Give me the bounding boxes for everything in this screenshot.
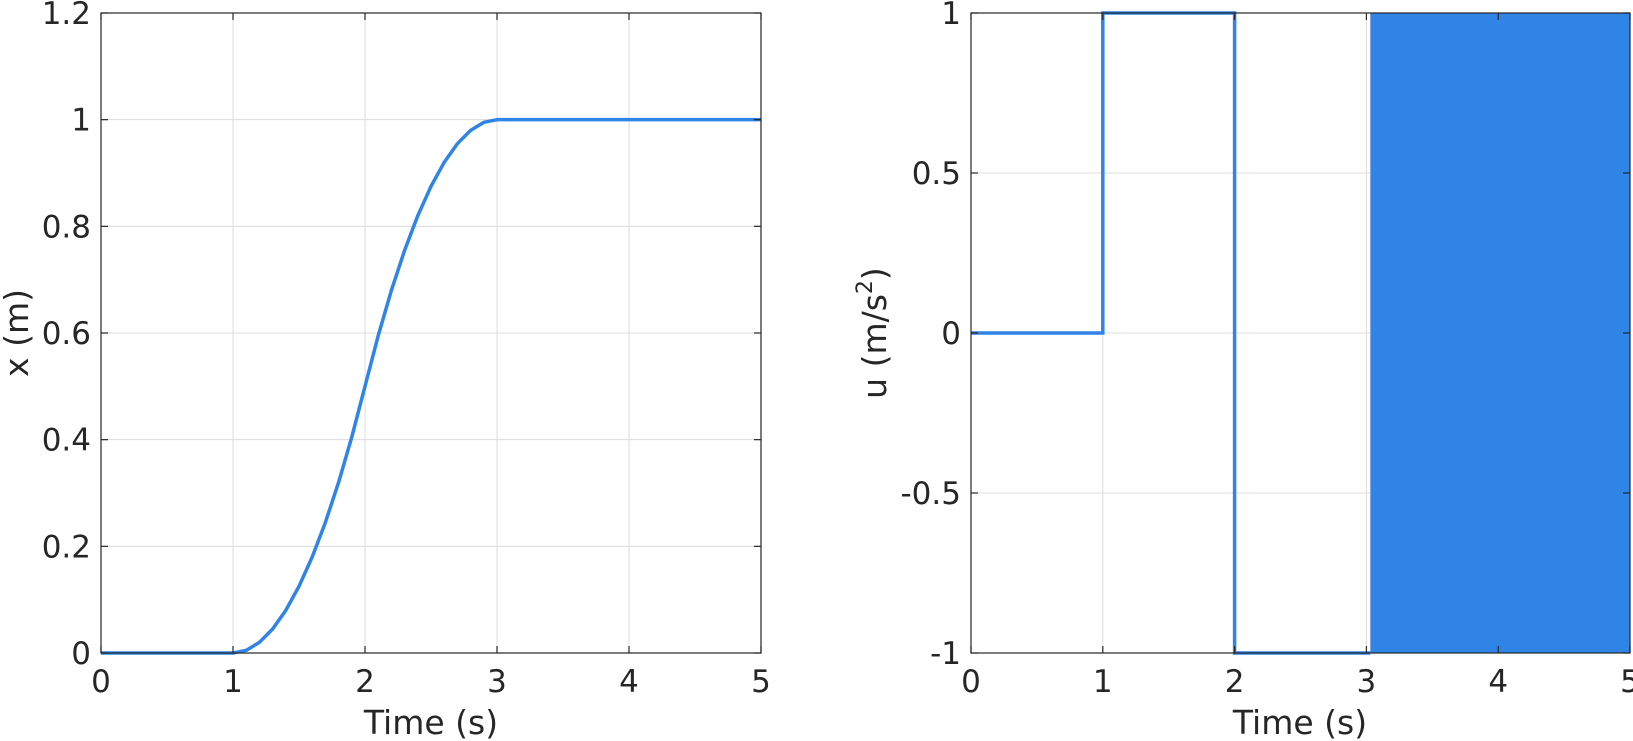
position-plot-grid	[100, 12, 762, 654]
control-input-plot-x-tick-label: 3	[1357, 664, 1377, 700]
position-plot-y-tick-label: 0	[71, 636, 91, 672]
control-input-plot-y-tick-label: 0	[941, 316, 961, 352]
control-input-plot-chattering-band	[1370, 13, 1630, 653]
control-input-plot-y-tick-label: -1	[930, 636, 961, 672]
position-plot-x-tick-label: 4	[619, 664, 639, 700]
control-input-plot-ticks: 0 1 2 3 4 5 -1 -0.5 0 0.5 1	[901, 0, 1633, 700]
position-plot-ylabel: x (m)	[0, 289, 36, 377]
control-input-plot-ylabel: u (m/s2)	[853, 267, 894, 399]
control-input-plot: 0 1 2 3 4 5-1-0.500.51 Time (s) u (m/s2)	[853, 0, 1633, 741]
control-input-plot-y-tick-label: -0.5	[901, 476, 962, 512]
control-input-plot-ylabel-close: )	[855, 267, 894, 280]
position-plot-ticks: 0 1 2 3 4 5 0 0.2 0.4 0.6 0.8 1 1.2	[42, 0, 771, 700]
control-input-plot-x-tick-label: 5	[1620, 664, 1633, 700]
position-plot-x-tick-label: 5	[751, 664, 771, 700]
control-input-plot-x-tick-label: 1	[1093, 664, 1113, 700]
position-plot: 0 1 2 3 4 5 0 0.2 0.4 0.6 0.8 1 1.2 Time (s) x (m)	[0, 0, 771, 741]
position-plot-series-line	[101, 117, 761, 655]
position-plot-x-tick-label: 3	[487, 664, 507, 700]
control-input-plot-x-tick-label: 2	[1225, 664, 1245, 700]
position-plot-x-tick-label: 0	[91, 664, 111, 700]
control-input-plot-y-tick-label: 0.5	[912, 156, 961, 192]
control-input-plot-ylabel-superscript: 2	[853, 280, 878, 294]
position-plot-y-tick-label: 0.4	[42, 423, 91, 459]
control-input-plot-xlabel: Time (s)	[1232, 703, 1367, 741]
control-input-plot-series	[971, 11, 1630, 655]
position-plot-y-tick-label: 0.8	[42, 209, 91, 245]
position-plot-x-tick-label: 1	[223, 664, 243, 700]
position-plot-y-tick-label: 1.2	[42, 0, 91, 32]
position-plot-y-tick-label: 0.2	[42, 529, 91, 565]
control-input-plot-ylabel-main: u (m/s	[855, 294, 894, 399]
position-plot-series	[101, 117, 761, 655]
control-input-plot-x-tick-label: 4	[1488, 664, 1508, 700]
control-input-plot-x-tick-label: 0	[961, 664, 981, 700]
position-plot-xlabel: Time (s)	[363, 703, 498, 741]
position-plot-y-tick-label: 0.6	[42, 316, 91, 352]
control-input-plot-y-tick-label: 1	[941, 0, 961, 32]
position-plot-x-tick-label: 2	[355, 664, 375, 700]
position-plot-y-tick-label: 1	[71, 103, 91, 139]
